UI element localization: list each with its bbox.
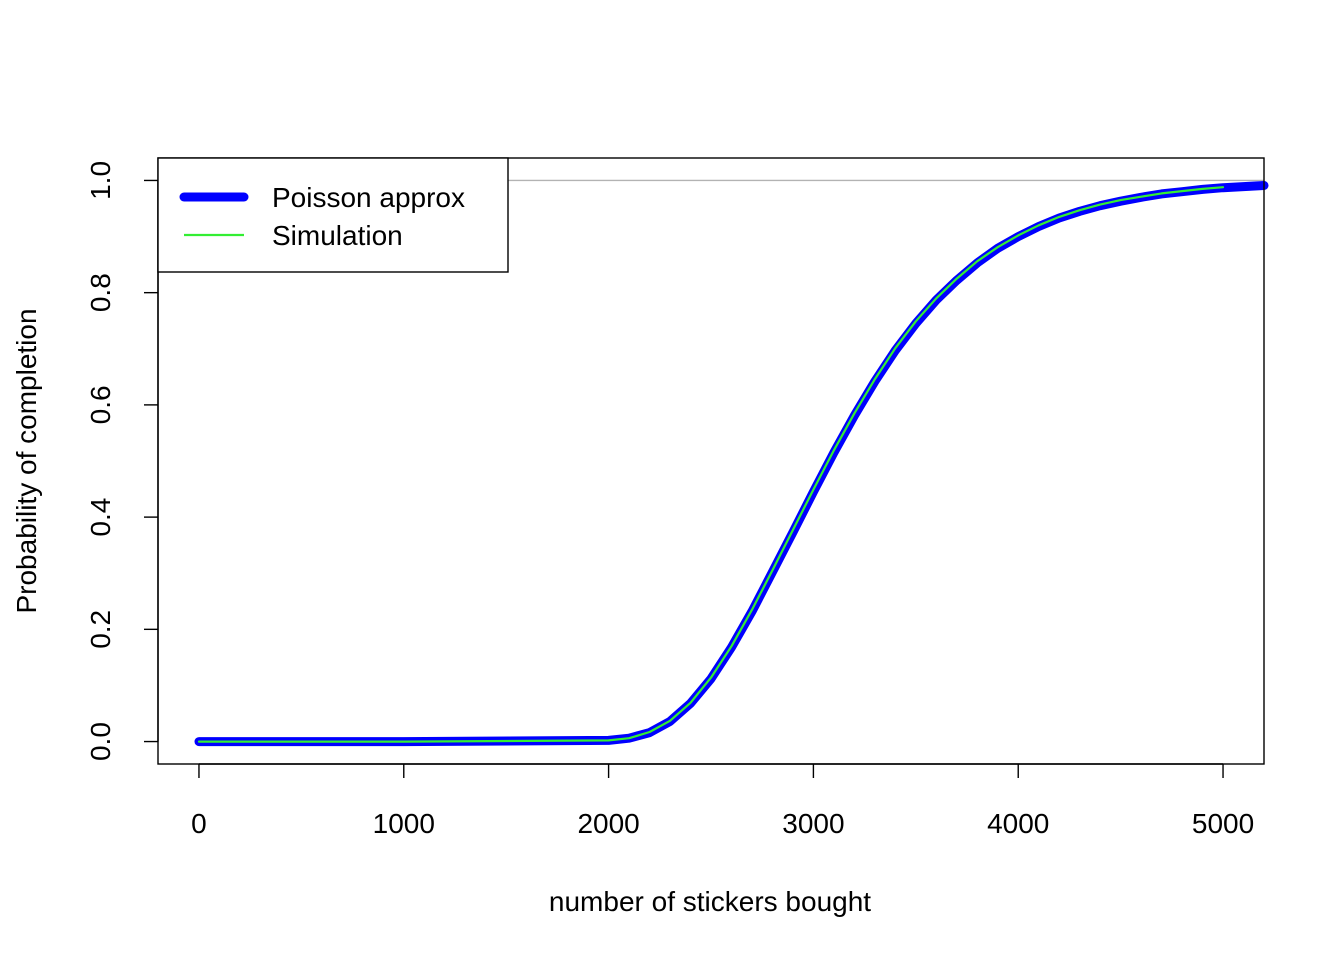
series-layer: [194, 181, 1269, 747]
legend: Poisson approx Simulation: [157, 157, 509, 273]
x-tick-label: 2000: [577, 808, 639, 839]
y-tick-label: 0.4: [85, 498, 116, 537]
x-tick-label: 3000: [782, 808, 844, 839]
y-tick-label: 0.8: [85, 273, 116, 312]
x-axis: 0 1000 2000 3000 4000 5000: [191, 763, 1254, 839]
y-tick-label: 0.2: [85, 610, 116, 649]
y-tick-label: 0.6: [85, 385, 116, 424]
legend-box: [157, 157, 509, 273]
y-axis: 0.0 0.2 0.4 0.6 0.8 1.0: [85, 161, 159, 761]
x-tick-label: 5000: [1192, 808, 1254, 839]
series-line-simulation: [197, 186, 1225, 743]
x-tick-label: 0: [191, 808, 207, 839]
legend-label-simulation: Simulation: [272, 220, 403, 251]
y-axis-label: Probability of completion: [11, 308, 42, 613]
x-tick-label: 4000: [987, 808, 1049, 839]
legend-label-poisson-approx: Poisson approx: [272, 182, 465, 213]
x-axis-label: number of stickers bought: [549, 886, 871, 917]
y-tick-label: 0.0: [85, 722, 116, 761]
y-tick-label: 1.0: [85, 161, 116, 200]
x-tick-label: 1000: [373, 808, 435, 839]
